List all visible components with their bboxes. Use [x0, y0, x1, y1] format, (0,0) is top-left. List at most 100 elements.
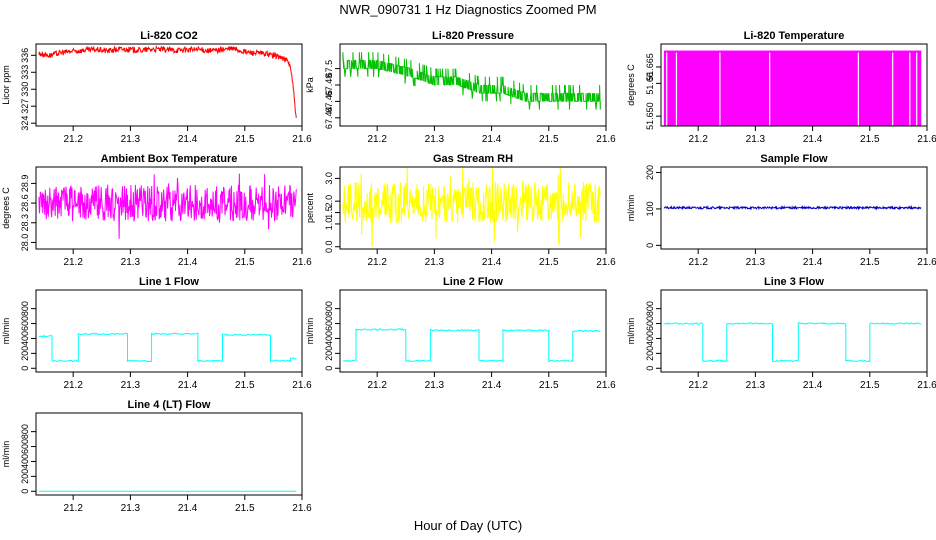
y-tick-label: 28.0	[20, 234, 30, 252]
plot-frame	[660, 289, 928, 373]
y-axis-label: ml/min	[305, 318, 315, 345]
series-line	[38, 173, 297, 239]
chart-line3-flow: Line 3 Flow 21.2 21.3 21.4 21.5 21.6 0 20040060…	[626, 276, 936, 391]
series-line	[342, 166, 601, 247]
x-tick-label: 21.6	[292, 380, 312, 391]
y-axis-label: ml/min	[1, 318, 11, 345]
x-tick-label: 21.5	[860, 134, 880, 145]
x-tick-label: 21.2	[688, 257, 708, 268]
chart-licor-temperature: Li-820 Temperature 21.2 21.3 21.4 21.5 21.6 51…	[626, 30, 936, 145]
x-tick-label: 21.2	[63, 503, 83, 514]
chart-line2-flow: Line 2 Flow 21.2 21.3 21.4 21.5 21.6 0 20040060…	[305, 276, 616, 391]
y-tick-label: 800	[324, 301, 334, 316]
y-tick-label: 600	[20, 316, 30, 331]
y-tick-label: 400	[324, 331, 334, 346]
x-tick-label: 21.4	[482, 134, 502, 145]
series-line	[342, 52, 601, 110]
y-tick-label: 600	[324, 316, 334, 331]
plot-frame	[35, 412, 303, 496]
x-tick-label: 21.5	[539, 134, 559, 145]
x-tick-label: 21.4	[178, 134, 198, 145]
x-tick-label: 21.3	[425, 134, 445, 145]
x-tick-label: 21.3	[746, 134, 766, 145]
y-tick-label: 327	[20, 99, 30, 114]
series-line	[38, 44, 297, 118]
y-axis-label: degrees C	[626, 64, 636, 106]
x-tick-label: 21.6	[917, 380, 936, 391]
x-tick-label: 21.3	[425, 257, 445, 268]
x-tick-label: 21.6	[596, 134, 616, 145]
y-tick-label: 0	[20, 489, 30, 494]
x-tick-label: 21.4	[803, 380, 823, 391]
plot-frame	[35, 166, 303, 250]
y-axis-label: kPa	[305, 77, 315, 93]
y-tick-label: 51.66	[645, 72, 655, 95]
x-tick-label: 21.2	[63, 380, 83, 391]
y-tick-label: 28.9	[20, 175, 30, 193]
x-tick-label: 21.5	[539, 257, 559, 268]
y-tick-label: 0.0	[324, 240, 334, 253]
x-tick-label: 21.5	[235, 503, 255, 514]
y-tick-label: 600	[20, 439, 30, 454]
y-tick-label: 1.0	[324, 218, 334, 231]
x-tick-label: 21.5	[235, 134, 255, 145]
x-tick-label: 21.6	[292, 257, 312, 268]
y-axis-label: degrees C	[1, 187, 11, 229]
series-line	[663, 204, 922, 211]
y-tick-label: 2.0	[324, 195, 334, 208]
plot-frame	[35, 43, 303, 127]
chart-title: Line 3 Flow	[764, 276, 824, 288]
x-tick-label: 21.5	[539, 380, 559, 391]
y-tick-label: 3.0	[324, 172, 334, 185]
chart-title: Sample Flow	[760, 153, 828, 165]
x-tick-label: 21.4	[178, 257, 198, 268]
figure-title: NWR_090731 1 Hz Diagnostics Zoomed PM	[339, 2, 597, 17]
y-tick-label: 67.48	[324, 74, 334, 97]
series-line	[342, 328, 601, 363]
x-tick-label: 21.3	[425, 380, 445, 391]
chart-co2: Li-820 CO2 21.2 21.3 21.4 21.5 21.6 324 327 330 3…	[1, 30, 312, 145]
x-tick-label: 21.6	[292, 503, 312, 514]
chart-box-temperature: Ambient Box Temperature 21.2 21.3 21.4 21.5 2…	[1, 153, 312, 268]
chart-title: Line 2 Flow	[443, 276, 503, 288]
y-tick-label: 800	[645, 301, 655, 316]
chart-title: Line 1 Flow	[139, 276, 199, 288]
x-tick-label: 21.2	[688, 380, 708, 391]
x-tick-label: 21.2	[688, 134, 708, 145]
y-tick-label: 200	[20, 346, 30, 361]
chart-title: Li-820 CO2	[140, 30, 197, 42]
x-tick-label: 21.2	[63, 134, 83, 145]
y-tick-label: 336	[20, 48, 30, 63]
x-tick-label: 21.5	[235, 257, 255, 268]
y-tick-label: 200	[645, 165, 655, 180]
chart-gas-rh: Gas Stream RH 21.2 21.3 21.4 21.5 21.6 0.0 1.01…	[305, 153, 616, 268]
x-tick-label: 21.4	[178, 503, 198, 514]
y-axis-label: Licor ppm	[1, 65, 11, 105]
chart-title: Ambient Box Temperature	[101, 153, 238, 165]
y-tick-label: 330	[20, 82, 30, 97]
y-tick-label: 67.5	[324, 60, 334, 78]
x-tick-label: 21.3	[746, 380, 766, 391]
y-tick-label: 324	[20, 116, 30, 131]
y-tick-label: 200	[645, 346, 655, 361]
y-tick-label: 400	[20, 454, 30, 469]
y-tick-label: 333	[20, 65, 30, 80]
y-tick-label: 28.3	[20, 214, 30, 232]
y-tick-label: 800	[20, 424, 30, 439]
y-tick-label: 600	[645, 316, 655, 331]
y-tick-label: 67.46	[324, 90, 334, 113]
x-tick-label: 21.3	[121, 380, 141, 391]
x-tick-label: 21.2	[367, 134, 387, 145]
y-axis-label: ml/min	[626, 195, 636, 222]
x-tick-label: 21.6	[917, 134, 936, 145]
chart-pressure: Li-820 Pressure 21.2 21.3 21.4 21.5 21.6 67.44…	[305, 30, 616, 145]
chart-title: Li-820 Pressure	[432, 30, 514, 42]
chart-sample-flow: Sample Flow 21.2 21.3 21.4 21.5 21.6 0 100 200 ml…	[626, 153, 936, 268]
x-tick-label: 21.4	[482, 380, 502, 391]
x-tick-label: 21.6	[292, 134, 312, 145]
x-tick-label: 21.4	[803, 134, 823, 145]
x-axis-title: Hour of Day (UTC)	[413, 518, 523, 533]
chart-line1-flow: Line 1 Flow 21.2 21.3 21.4 21.5 21.6 0 20040060…	[1, 276, 312, 391]
x-tick-label: 21.2	[63, 257, 83, 268]
